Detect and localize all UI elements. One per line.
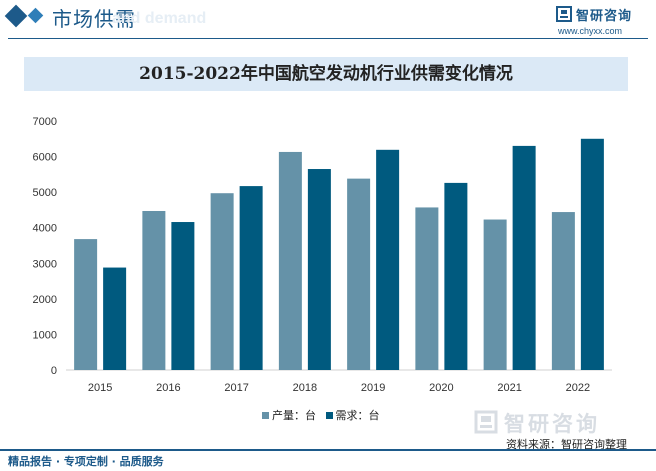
bar-demand-2022 [580,138,604,370]
bar-supply-2022 [551,212,575,370]
chart-title-bar: 2015-2022年中国航空发动机行业供需变化情况 [24,57,628,91]
section-title: 市场供需 [52,7,136,31]
bar-demand-2017 [239,186,263,370]
x-tick-label: 2019 [361,382,385,394]
y-tick-label: 3000 [33,258,57,270]
bar-supply-2018 [278,151,302,370]
data-source: 资料来源：智研咨询整理 [506,438,627,451]
bar-supply-2021 [483,219,507,370]
x-tick-label: 2016 [156,382,180,394]
bar-demand-2018 [307,169,331,370]
bar-demand-2020 [444,182,468,370]
legend-label-supply: 产量：台 [272,409,316,422]
x-tick-label: 2017 [224,382,248,394]
bar-demand-2015 [103,267,127,370]
brand-mark-icon [556,6,572,22]
x-tick-label: 2015 [88,382,112,394]
chart-legend: 产量：台 需求：台 [262,407,386,423]
watermark-mark-icon [474,410,498,434]
header-divider [8,38,648,39]
footer-tagline: 精品报告 · 专项定制 · 品质服务 [8,455,164,468]
x-tick-label: 2020 [429,382,453,394]
y-tick-label: 2000 [33,294,57,306]
x-tick-label: 2018 [293,382,317,394]
bar-supply-2017 [210,193,234,370]
legend-swatch-demand [325,411,333,419]
bar-demand-2016 [171,222,195,370]
x-tick-label: 2021 [497,382,521,394]
site-url: www.chyxx.com [558,26,623,36]
bar-supply-2019 [347,178,371,370]
chart-title: 2015-2022年中国航空发动机行业供需变化情况 [139,64,513,84]
bar-supply-2016 [142,210,166,370]
watermark-logo: 智研咨询 [474,410,614,436]
y-tick-label: 6000 [33,152,57,164]
bar-supply-2020 [415,207,439,370]
section-header: 市场供需 and demand 智研咨询 www.chyxx.com [0,0,656,40]
section-subtitle: and demand [112,10,207,27]
y-tick-label: 4000 [33,223,57,235]
bar-chart: 0 1000 2000 3000 4000 5000 6000 7000 2015 2016 201… [33,116,612,394]
y-tick-label: 5000 [33,187,57,199]
y-tick-label: 1000 [33,329,57,341]
y-tick-label: 7000 [33,116,57,128]
bar-supply-2015 [74,239,98,370]
legend-item-supply: 产量：台 [262,407,316,423]
brand-logo-text: 智研咨询 [576,9,633,24]
x-tick-label: 2022 [566,382,590,394]
diamond-icon [4,4,28,28]
footer-divider [0,449,656,451]
legend-label-demand: 需求：台 [335,409,380,422]
brand-logo: 智研咨询 [556,4,650,24]
legend-item-demand: 需求：台 [325,407,380,423]
bar-demand-2019 [376,149,400,370]
diamond-small-icon [27,7,44,24]
y-tick-label: 0 [51,365,57,377]
legend-swatch-supply [262,411,269,419]
bar-demand-2021 [512,145,536,370]
watermark-text: 智研咨询 [504,412,600,436]
